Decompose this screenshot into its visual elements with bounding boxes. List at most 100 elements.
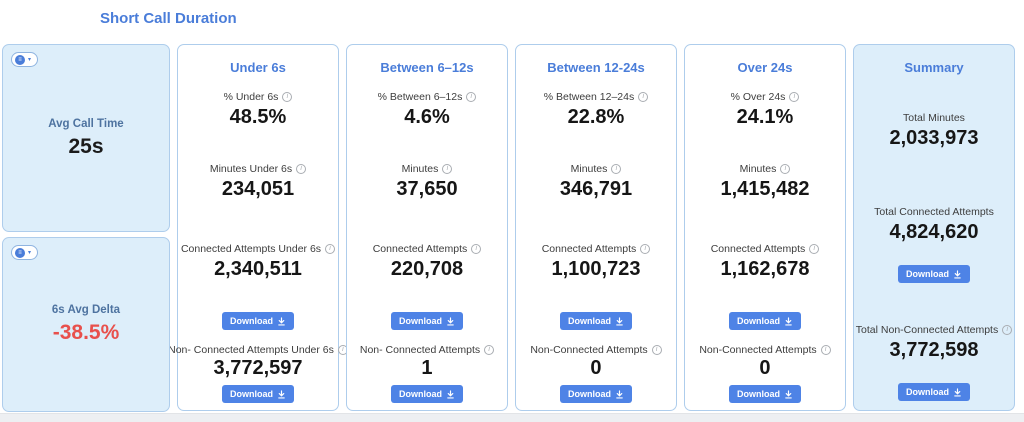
metric-label: Minutes <box>739 163 777 175</box>
metric-label: Non-Connected Attempts <box>699 344 817 356</box>
info-icon[interactable]: i <box>296 164 307 174</box>
widget-menu-icon: ≡ <box>15 247 25 258</box>
info-icon[interactable]: i <box>442 164 453 174</box>
download-button-label: Download <box>230 389 273 399</box>
download-button[interactable]: Download <box>729 312 801 330</box>
download-button[interactable]: Download <box>729 385 801 403</box>
metric-label: Connected Attempts <box>710 243 806 255</box>
download-button[interactable]: Download <box>391 312 463 330</box>
metric-label: Total Non-Connected Attempts <box>855 324 999 336</box>
info-icon[interactable]: i <box>325 244 336 254</box>
metric-value: 220,708 <box>390 258 464 280</box>
card-board: ≡ ▾ Avg Call Time 25s ≡ ▾ 6s Avg Delta -… <box>2 44 1015 412</box>
download-icon <box>954 269 961 279</box>
download-button-label: Download <box>737 316 780 326</box>
card-title: Summary <box>904 60 964 75</box>
card-title: Between 12-24s <box>547 60 645 75</box>
download-icon <box>278 389 285 399</box>
download-button[interactable]: Download <box>222 312 294 330</box>
info-icon[interactable]: i <box>611 164 622 174</box>
info-icon[interactable]: i <box>780 164 791 174</box>
info-icon[interactable]: i <box>484 345 495 355</box>
download-icon <box>785 316 792 326</box>
download-button-label: Download <box>399 389 442 399</box>
metric-value: 346,791 <box>559 178 633 200</box>
download-button[interactable]: Download <box>560 312 632 330</box>
metric-label: % Over 24s <box>730 91 786 103</box>
download-icon <box>954 387 961 397</box>
download-icon <box>278 316 285 326</box>
metric-value: 0 <box>590 357 602 379</box>
metric-label: Connected Attempts <box>372 243 468 255</box>
download-button[interactable]: Download <box>898 383 970 401</box>
chevron-down-icon: ▾ <box>28 250 32 256</box>
download-button-label: Download <box>568 389 611 399</box>
metric-value: 2,033,973 <box>889 127 979 149</box>
metric-value: 48.5% <box>229 106 287 128</box>
info-icon[interactable]: i <box>638 92 649 102</box>
metric-label: Minutes <box>570 163 608 175</box>
download-icon <box>447 316 454 326</box>
duration-card-over-24s: Over 24s % Over 24s i 24.1% Minutes i 1,41… <box>684 44 846 411</box>
avg-call-time-card: ≡ ▾ Avg Call Time 25s <box>2 44 170 232</box>
metric-label: Total Connected Attempts <box>874 206 994 218</box>
download-button[interactable]: Download <box>391 385 463 403</box>
metric-label: Connected Attempts <box>541 243 637 255</box>
summary-card: Summary Total Minutes 2,033,973 Total Co… <box>853 44 1015 411</box>
info-icon[interactable]: i <box>809 244 820 254</box>
widget-menu-icon: ≡ <box>15 54 25 65</box>
metric-label: Non- Connected Attempts Under 6s <box>168 344 334 356</box>
info-icon[interactable]: i <box>471 244 482 254</box>
metric-label: Non-Connected Attempts <box>530 344 648 356</box>
card-title: Over 24s <box>737 60 793 75</box>
kpi-value: 25s <box>68 134 104 158</box>
widget-menu-button[interactable]: ≡ ▾ <box>11 245 39 260</box>
download-icon <box>616 316 623 326</box>
duration-card-between-12-24s: Between 12-24s % Between 12–24s i 22.8% M… <box>515 44 677 411</box>
duration-card-under-6s: Under 6s % Under 6s i 48.5% Minutes Under… <box>168 44 348 411</box>
page-footer-strip <box>0 413 1024 422</box>
chevron-down-icon: ▾ <box>28 57 32 63</box>
download-button-label: Download <box>399 316 442 326</box>
metric-label: Non- Connected Attempts <box>359 344 481 356</box>
metric-label: Minutes Under 6s <box>209 163 293 175</box>
metric-label: Connected Attempts Under 6s <box>180 243 322 255</box>
info-icon[interactable]: i <box>466 92 477 102</box>
kpi-column: ≡ ▾ Avg Call Time 25s ≡ ▾ 6s Avg Delta -… <box>2 44 170 412</box>
metric-value: 4.6% <box>404 106 450 128</box>
info-icon[interactable]: i <box>651 345 662 355</box>
download-button-label: Download <box>230 316 273 326</box>
metric-value: 4,824,620 <box>889 221 979 243</box>
metric-label: Minutes <box>401 163 439 175</box>
widget-menu-button[interactable]: ≡ ▾ <box>11 52 39 67</box>
download-button-label: Download <box>906 387 949 397</box>
metric-value: 1,162,678 <box>720 258 810 280</box>
info-icon[interactable]: i <box>820 345 831 355</box>
metric-value: 1 <box>421 357 433 379</box>
card-title: Under 6s <box>230 60 286 75</box>
metric-value: 37,650 <box>396 178 458 200</box>
metric-value: 234,051 <box>221 178 295 200</box>
metric-value: 22.8% <box>567 106 625 128</box>
info-icon[interactable]: i <box>789 92 800 102</box>
download-button-label: Download <box>906 269 949 279</box>
avg-delta-card: ≡ ▾ 6s Avg Delta -38.5% <box>2 237 170 412</box>
kpi-value: -38.5% <box>52 321 120 344</box>
download-button[interactable]: Download <box>898 265 970 283</box>
info-icon[interactable]: i <box>282 92 293 102</box>
download-button[interactable]: Download <box>222 385 294 403</box>
download-button[interactable]: Download <box>560 385 632 403</box>
metric-value: 3,772,597 <box>213 357 303 379</box>
download-icon <box>616 389 623 399</box>
metric-value: 2,340,511 <box>214 258 302 280</box>
metric-value: 1,100,723 <box>551 258 641 280</box>
card-title: Between 6–12s <box>380 60 474 75</box>
info-icon[interactable]: i <box>1002 325 1013 335</box>
download-icon <box>447 389 454 399</box>
metric-value: 0 <box>759 357 771 379</box>
info-icon[interactable]: i <box>640 244 651 254</box>
page-title: Short Call Duration <box>100 10 237 27</box>
download-icon <box>785 389 792 399</box>
kpi-label: 6s Avg Delta <box>51 304 121 316</box>
